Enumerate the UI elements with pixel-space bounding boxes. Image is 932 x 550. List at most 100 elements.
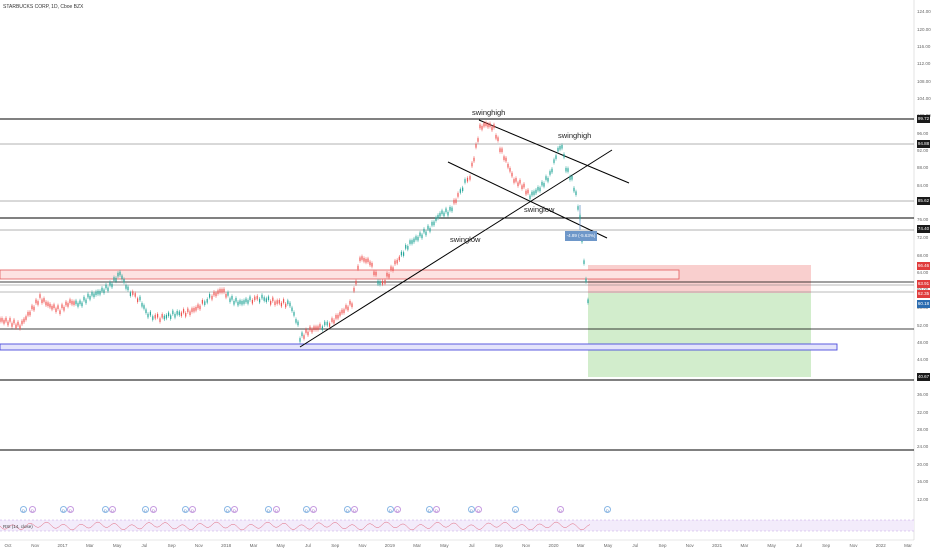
candle-body: [101, 287, 103, 292]
candle-body: [154, 314, 156, 319]
event-marker[interactable]: D: [29, 506, 36, 513]
rising-trendline: [299, 149, 613, 348]
candle-body: [525, 190, 527, 195]
event-marker[interactable]: D: [351, 506, 358, 513]
event-marker[interactable]: D: [189, 506, 196, 513]
candle-body: [462, 187, 464, 192]
candle-body: [241, 300, 243, 305]
time-tick-label: Sep: [167, 543, 176, 548]
candle-body: [235, 297, 237, 302]
candle-body: [176, 310, 178, 315]
candle-body: [245, 298, 247, 303]
event-marker[interactable]: D: [303, 506, 310, 513]
candle-body: [291, 307, 293, 312]
candle-body: [237, 301, 239, 306]
time-tick-label: 2019: [384, 543, 395, 548]
candle-body: [571, 176, 573, 180]
price-badge: 66.46: [917, 262, 930, 270]
candle-body: [239, 300, 241, 304]
swinghigh-label-2[interactable]: swinghigh: [558, 131, 592, 140]
price-tick-label: 124.00: [917, 9, 931, 14]
event-marker[interactable]: D: [604, 506, 611, 513]
event-marker[interactable]: D: [426, 506, 433, 513]
candle-body: [487, 123, 489, 128]
swinghigh-label-1[interactable]: swinghigh: [472, 108, 506, 117]
candle-body: [145, 309, 147, 314]
candle-body: [265, 298, 267, 302]
event-marker[interactable]: D: [468, 506, 475, 513]
event-marker[interactable]: D: [60, 506, 67, 513]
candle-body: [455, 199, 457, 204]
candle-body: [21, 320, 23, 325]
candle-body: [309, 326, 311, 331]
event-marker[interactable]: D: [344, 506, 351, 513]
candle-body: [251, 299, 253, 304]
price-range-tool-tag[interactable]: -4.89 (-5.63%) 5d: [565, 231, 597, 248]
candle-body: [17, 321, 19, 326]
event-marker[interactable]: D: [387, 506, 394, 513]
candle-body: [267, 296, 270, 301]
candle-body: [87, 293, 89, 298]
price-tick-label: 64.00: [917, 270, 929, 275]
event-marker[interactable]: D: [433, 506, 440, 513]
swinglow-label-2[interactable]: swinglow: [450, 235, 481, 244]
candle-body: [159, 318, 161, 322]
time-tick-label: May: [440, 543, 449, 548]
candle-body: [219, 289, 221, 293]
event-marker[interactable]: D: [310, 506, 317, 513]
event-marker[interactable]: D: [265, 506, 272, 513]
candle-body: [263, 297, 265, 301]
candle-body: [223, 288, 225, 293]
event-marker[interactable]: D: [102, 506, 109, 513]
event-marker[interactable]: D: [224, 506, 231, 513]
event-marker[interactable]: D: [182, 506, 189, 513]
event-marker[interactable]: D: [394, 506, 401, 513]
candle-body: [185, 312, 187, 317]
candle-body: [407, 245, 409, 250]
candle-body: [170, 315, 172, 319]
candle-body: [466, 177, 469, 182]
candle-body: [583, 260, 585, 264]
candle-body: [301, 332, 303, 337]
candle-body: [499, 148, 501, 152]
candle-body: [511, 172, 513, 177]
rsi-indicator-label[interactable]: RSI (14, close): [3, 524, 33, 529]
candle-body: [180, 312, 183, 317]
candle-body: [3, 320, 5, 324]
event-marker[interactable]: D: [150, 506, 157, 513]
price-tick-label: 20.00: [917, 462, 929, 467]
candle-body: [225, 293, 227, 298]
candle-body: [19, 325, 21, 329]
candle-body: [99, 290, 101, 295]
candle-body: [35, 299, 37, 304]
candle-body: [71, 300, 73, 305]
event-marker[interactable]: D: [557, 506, 564, 513]
candle-body: [11, 323, 13, 327]
time-tick-label: Nov: [194, 543, 203, 548]
candle-body: [365, 258, 367, 263]
falling-channel-upper: [478, 119, 630, 184]
event-marker[interactable]: D: [512, 506, 519, 513]
event-marker[interactable]: D: [142, 506, 149, 513]
price-tick-label: 116.00: [917, 44, 931, 49]
candle-body: [585, 278, 587, 283]
event-marker[interactable]: D: [20, 506, 27, 513]
price-tick-label: 68.00: [917, 253, 929, 258]
event-marker[interactable]: D: [475, 506, 482, 513]
candle-body: [23, 318, 25, 323]
event-marker[interactable]: D: [273, 506, 280, 513]
candle-body: [421, 234, 423, 239]
candle-body: [149, 311, 151, 316]
event-marker[interactable]: D: [109, 506, 116, 513]
candle-body: [256, 295, 258, 300]
event-marker[interactable]: D: [67, 506, 74, 513]
candle-body: [121, 275, 123, 280]
swinglow-label-1[interactable]: swinglow: [524, 205, 555, 214]
candle-body: [178, 311, 180, 316]
event-marker[interactable]: D: [231, 506, 238, 513]
candle-body: [475, 144, 477, 148]
candle-body: [193, 307, 195, 312]
price-tick-label: 44.00: [917, 357, 929, 362]
candle-body: [109, 282, 111, 286]
